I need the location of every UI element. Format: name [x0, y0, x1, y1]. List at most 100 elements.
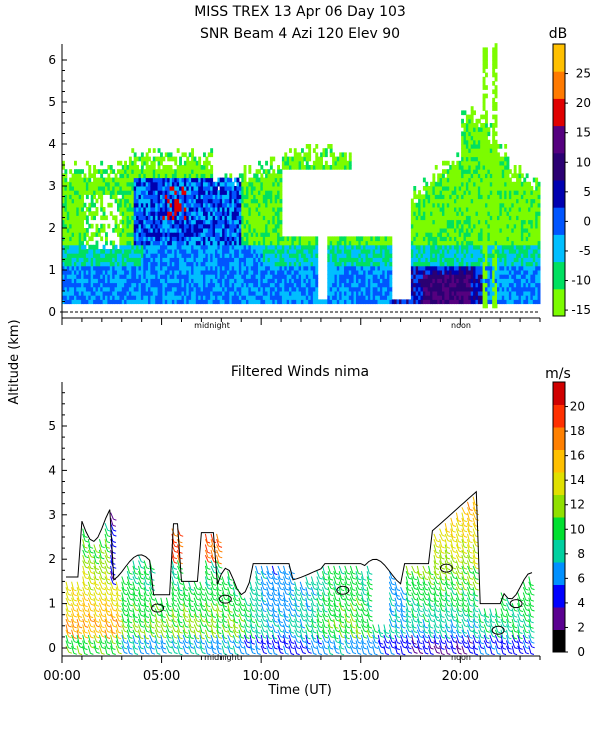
- snr-cell: [332, 249, 335, 254]
- snr-cell: [413, 223, 417, 229]
- snr-cell: [234, 265, 237, 271]
- snr-cell: [260, 215, 264, 221]
- snr-cell: [437, 261, 441, 267]
- snr-cell: [176, 198, 180, 204]
- snr-cell: [293, 244, 297, 250]
- snr-cell: [179, 194, 182, 200]
- snr-cell: [465, 295, 469, 300]
- snr-cell: [258, 219, 261, 225]
- snr-cell: [422, 261, 426, 267]
- snr-cell: [203, 244, 206, 250]
- snr-cell: [485, 265, 488, 271]
- snr-cell: [150, 291, 154, 296]
- snr-cell: [341, 156, 345, 162]
- snr-cell: [489, 228, 493, 233]
- snr-cell: [482, 270, 486, 275]
- snr-cell: [475, 165, 479, 170]
- snr-cell: [250, 270, 254, 275]
- snr-cell: [473, 207, 476, 212]
- snr-cell: [176, 244, 180, 250]
- snr-cell: [83, 202, 87, 208]
- snr-cell: [238, 181, 242, 187]
- snr-cell: [83, 232, 87, 237]
- snr-cell: [265, 228, 268, 233]
- snr-cell: [458, 253, 462, 258]
- snr-cell: [95, 249, 99, 254]
- snr-cell: [327, 144, 331, 149]
- snr-cell: [222, 219, 225, 225]
- snr-cell: [477, 236, 481, 242]
- snr-cell: [217, 240, 221, 246]
- snr-cell: [420, 299, 424, 305]
- snr-cell: [71, 257, 75, 263]
- snr-cell: [260, 265, 264, 271]
- snr-cell: [284, 240, 288, 246]
- snr-cell: [442, 223, 445, 229]
- snr-cell: [183, 274, 187, 279]
- snr-cell: [439, 190, 443, 195]
- snr-cell: [193, 215, 197, 221]
- snr-cell: [219, 299, 223, 305]
- snr-cell: [217, 291, 221, 296]
- snr-cell: [494, 240, 498, 246]
- snr-cell: [162, 261, 166, 267]
- snr-cell: [121, 177, 125, 183]
- snr-cell: [454, 194, 457, 200]
- snr-cell: [265, 181, 268, 187]
- snr-cell: [186, 202, 190, 208]
- snr-cell: [131, 253, 135, 258]
- snr-cell: [241, 173, 245, 179]
- snr-cell: [477, 156, 481, 162]
- snr-cell: [444, 223, 448, 229]
- snr-cell: [437, 236, 441, 242]
- snr-cell: [477, 253, 481, 258]
- snr-cell: [279, 265, 283, 271]
- snr-cell: [162, 190, 166, 195]
- snr-cell: [277, 265, 280, 271]
- snr-cell: [246, 295, 249, 300]
- snr-cell: [246, 223, 249, 229]
- snr-cell: [442, 215, 445, 221]
- snr-cell: [492, 253, 496, 258]
- snr-cell: [238, 194, 242, 200]
- snr-cell: [188, 173, 192, 179]
- snr-cell: [157, 253, 161, 258]
- snr-cell: [171, 253, 175, 258]
- snr-cell: [356, 274, 359, 279]
- snr-cell: [183, 240, 187, 246]
- snr-cell: [200, 223, 204, 229]
- snr-cell: [109, 295, 113, 300]
- snr-cell: [303, 295, 307, 300]
- snr-cell: [145, 198, 149, 204]
- snr-cell: [420, 232, 424, 237]
- snr-cell: [95, 186, 99, 191]
- snr-cell: [425, 270, 429, 275]
- snr-cell: [198, 156, 202, 162]
- snr-cell: [334, 165, 338, 170]
- snr-cell: [246, 219, 249, 225]
- snr-cell: [482, 85, 486, 90]
- snr-cell: [138, 177, 142, 183]
- snr-cell: [341, 270, 345, 275]
- snr-cell: [451, 177, 455, 183]
- snr-cell: [64, 274, 68, 279]
- snr-cell: [188, 219, 192, 225]
- snr-cell: [195, 194, 199, 200]
- snr-cell: [279, 173, 283, 179]
- snr-cell: [224, 186, 228, 191]
- snr-cell: [277, 261, 280, 267]
- snr-cell: [475, 244, 479, 250]
- snr-cell: [449, 215, 453, 221]
- snr-cell: [136, 181, 139, 187]
- snr-cell: [480, 156, 484, 162]
- snr-cell: [329, 257, 333, 263]
- snr-cell: [291, 286, 295, 292]
- snr-cell: [131, 240, 135, 246]
- snr-cell: [160, 249, 163, 254]
- snr-cell: [449, 270, 453, 275]
- snr-cell: [66, 286, 70, 292]
- snr-cell: [207, 282, 211, 288]
- snr-cell: [274, 177, 278, 183]
- snr-cell: [105, 177, 108, 183]
- snr-cell: [284, 152, 288, 158]
